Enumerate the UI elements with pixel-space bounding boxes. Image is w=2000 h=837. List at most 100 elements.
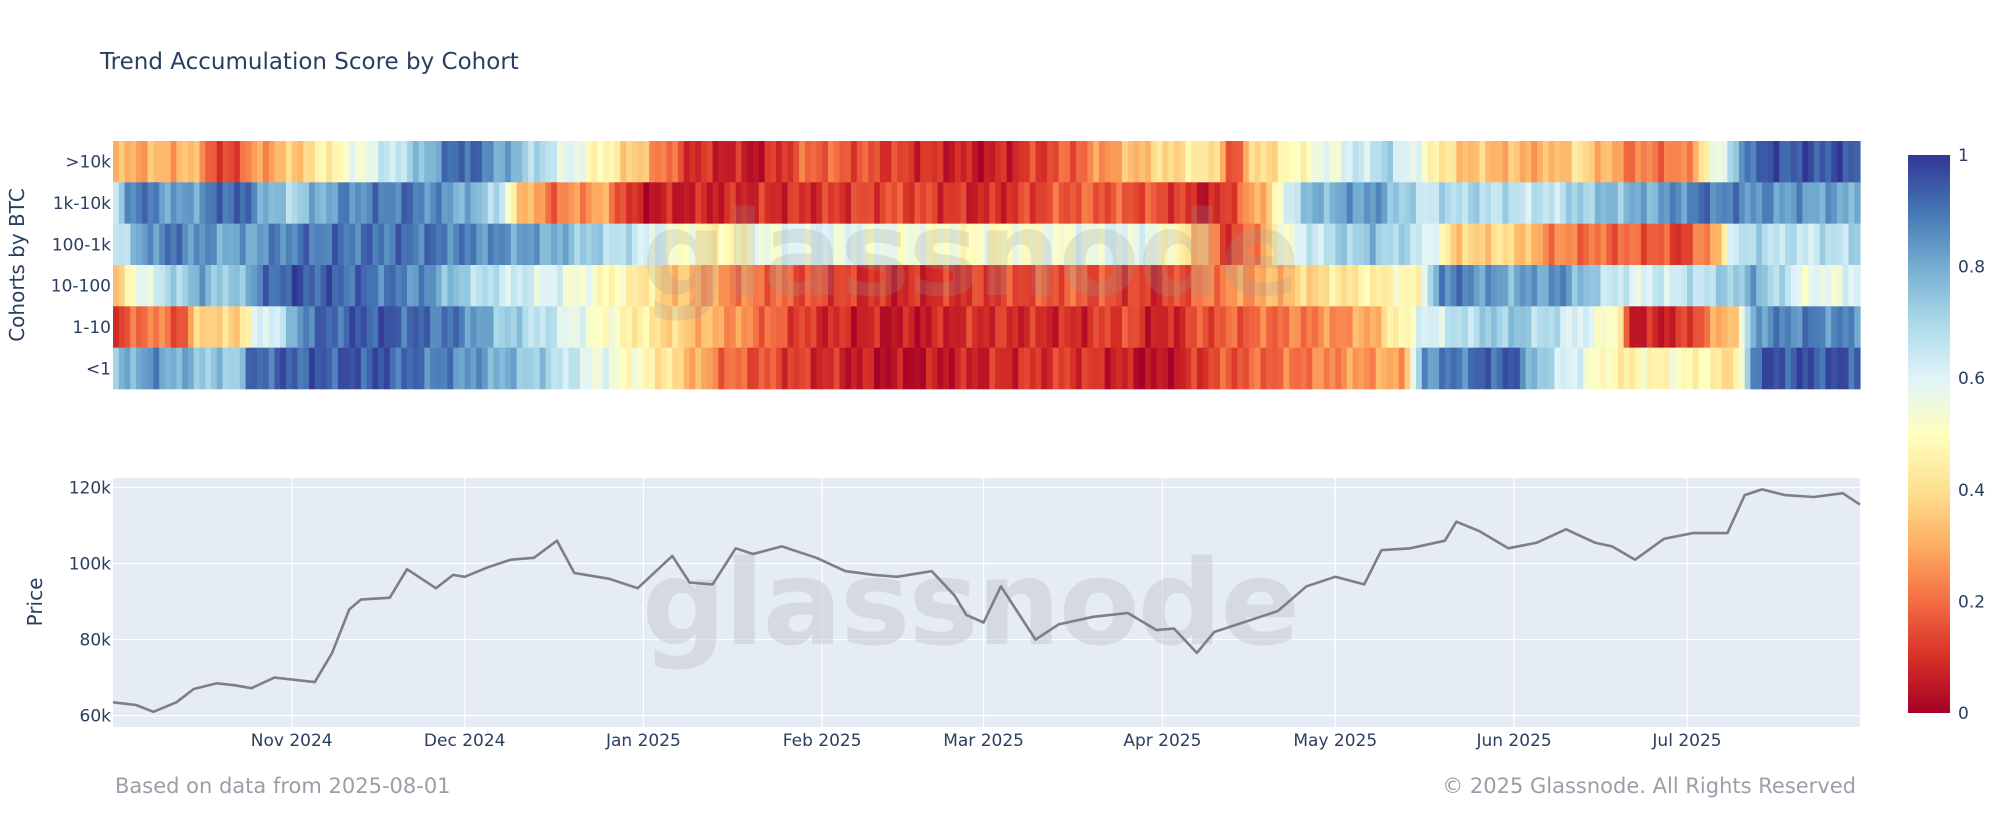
price-x-tick-label: Mar 2025 xyxy=(943,731,1024,751)
heatmap-cell xyxy=(297,223,304,266)
heatmap-cell xyxy=(268,265,276,307)
heatmap-cell xyxy=(718,347,725,390)
heatmap-cell xyxy=(1687,141,1694,183)
heatmap-cell xyxy=(1271,182,1279,224)
heatmap-cell xyxy=(562,306,570,348)
heatmap-cell xyxy=(1848,265,1855,307)
heatmap-cell xyxy=(1145,141,1152,183)
heatmap-cell xyxy=(1439,347,1446,390)
heatmap-cell xyxy=(1508,347,1515,390)
heatmap-cell xyxy=(626,141,633,183)
heatmap-cell xyxy=(1173,182,1181,224)
heatmap-cell xyxy=(407,182,414,224)
heatmap-cell xyxy=(314,347,322,390)
heatmap-cell xyxy=(343,223,350,266)
heatmap-cell xyxy=(666,347,673,390)
heatmap-cell xyxy=(1565,141,1573,183)
heatmap-cell xyxy=(1237,141,1244,183)
heatmap-cell xyxy=(1289,265,1296,307)
heatmap-cell xyxy=(136,141,143,183)
heatmap-cell xyxy=(804,182,812,224)
heatmap-cell xyxy=(1404,141,1411,183)
heatmap-cell xyxy=(914,223,921,266)
heatmap-cell xyxy=(1300,265,1308,307)
heatmap-cell xyxy=(1387,182,1394,224)
heatmap-cell xyxy=(199,141,206,183)
heatmap-cell xyxy=(631,223,639,266)
heatmap-cell xyxy=(1318,347,1325,390)
heatmap-cell xyxy=(1687,347,1694,390)
heatmap-cell xyxy=(1681,347,1688,390)
heatmap-cell xyxy=(1560,306,1567,348)
heatmap-cell xyxy=(1669,182,1677,224)
heatmap-cell xyxy=(1652,265,1659,307)
heatmap-cell xyxy=(1023,182,1031,224)
heatmap-cell xyxy=(1721,347,1728,390)
heatmap-cell xyxy=(164,223,172,266)
heatmap-cell xyxy=(1548,141,1556,183)
heatmap-cell xyxy=(1612,347,1619,390)
heatmap-cell xyxy=(608,182,616,224)
heatmap-cell xyxy=(337,141,345,183)
heatmap-cell xyxy=(1825,347,1832,390)
heatmap-cell xyxy=(539,223,547,266)
heatmap-cell xyxy=(1439,306,1446,348)
heatmap-cell xyxy=(718,182,725,224)
heatmap-cell xyxy=(1721,265,1728,307)
heatmap-cell xyxy=(1496,141,1504,183)
heatmap-cell xyxy=(1000,182,1008,224)
heatmap-cell xyxy=(1594,141,1602,183)
heatmap-cell xyxy=(1761,347,1769,390)
heatmap-cell xyxy=(499,265,506,307)
heatmap-cell xyxy=(770,141,777,183)
heatmap-cell xyxy=(407,347,414,390)
heatmap-cell xyxy=(159,141,166,183)
heatmap-cell xyxy=(1346,223,1354,266)
heatmap-cell xyxy=(1208,306,1215,348)
heatmap-cell xyxy=(1842,306,1850,348)
heatmap-cell xyxy=(654,306,662,348)
heatmap-cell xyxy=(285,347,293,390)
heatmap-cell xyxy=(262,347,270,390)
heatmap-cell xyxy=(1225,141,1233,183)
heatmap-cell xyxy=(147,223,154,266)
heatmap-cell xyxy=(908,223,916,266)
heatmap-cell xyxy=(816,182,823,224)
heatmap-cell xyxy=(164,141,172,183)
heatmap-cell xyxy=(1346,182,1354,224)
heatmap-cell xyxy=(1392,223,1400,266)
heatmap-cell xyxy=(1214,347,1221,390)
heatmap-cell xyxy=(989,306,996,348)
heatmap-cell xyxy=(1698,182,1705,224)
heatmap-cell xyxy=(176,223,183,266)
heatmap-cell xyxy=(360,347,368,390)
heatmap-cell xyxy=(799,265,806,307)
heatmap-cell xyxy=(1341,347,1348,390)
heatmap-cell xyxy=(862,265,869,307)
heatmap-cell xyxy=(170,182,178,224)
heatmap-cell xyxy=(1514,141,1521,183)
heatmap-cell xyxy=(239,223,247,266)
heatmap-cell xyxy=(1093,347,1100,390)
heatmap-cell xyxy=(1594,347,1602,390)
heatmap-cell xyxy=(378,141,385,183)
heatmap-cell xyxy=(1335,306,1342,348)
heatmap-cell xyxy=(954,141,962,183)
heatmap-cell xyxy=(401,347,408,390)
heatmap-cell xyxy=(954,306,962,348)
heatmap-cell xyxy=(1715,265,1723,307)
heatmap-cell xyxy=(1404,265,1411,307)
heatmap-cell xyxy=(332,347,339,390)
heatmap-cell xyxy=(937,223,944,266)
heatmap-cell xyxy=(1277,141,1285,183)
heatmap-cell xyxy=(1041,265,1048,307)
heatmap-cell xyxy=(1375,141,1383,183)
heatmap-cell xyxy=(701,223,708,266)
heatmap-cell xyxy=(1848,223,1855,266)
heatmap-cell xyxy=(1450,306,1458,348)
heatmap-cell xyxy=(839,141,846,183)
heatmap-cell xyxy=(603,347,610,390)
heatmap-cell xyxy=(729,223,737,266)
heatmap-cell xyxy=(1687,306,1694,348)
heatmap-cell xyxy=(239,306,247,348)
